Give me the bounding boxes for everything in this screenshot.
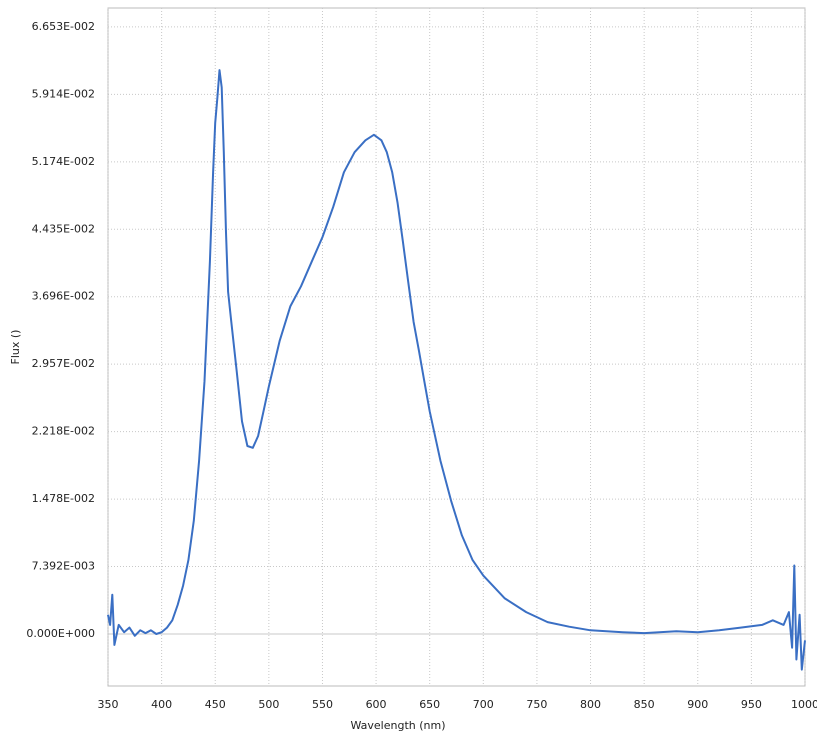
y-tick-label: 2.957E-002 (32, 357, 95, 370)
x-tick-label: 550 (312, 698, 333, 711)
y-tick-label: 5.174E-002 (32, 155, 95, 168)
plot-area (107, 7, 806, 687)
y-tick-label: 2.218E-002 (32, 425, 95, 438)
x-tick-label: 600 (366, 698, 387, 711)
x-tick-label: 900 (687, 698, 708, 711)
x-tick-label: 800 (580, 698, 601, 711)
x-tick-label: 350 (98, 698, 119, 711)
y-tick-label: 6.653E-002 (32, 20, 95, 33)
x-tick-label: 650 (419, 698, 440, 711)
x-tick-label: 450 (205, 698, 226, 711)
y-tick-label: 4.435E-002 (32, 222, 95, 235)
x-tick-label: 750 (526, 698, 547, 711)
y-tick-label: 5.914E-002 (32, 87, 95, 100)
x-tick-label: 700 (473, 698, 494, 711)
y-tick-label: 1.478E-002 (32, 492, 95, 505)
x-tick-label: 500 (258, 698, 279, 711)
y-tick-label: 0.000E+000 (26, 627, 95, 640)
x-tick-label: 400 (151, 698, 172, 711)
x-tick-label: 950 (741, 698, 762, 711)
x-axis-label: Wavelength (nm) (350, 719, 445, 732)
y-tick-label: 3.696E-002 (32, 290, 95, 303)
y-tick-label: 7.392E-003 (32, 560, 95, 573)
y-axis-label: Flux () (9, 330, 22, 365)
spectrum-line (107, 69, 806, 671)
x-tick-label: 850 (634, 698, 655, 711)
x-tick-label: 1000 (791, 698, 817, 711)
